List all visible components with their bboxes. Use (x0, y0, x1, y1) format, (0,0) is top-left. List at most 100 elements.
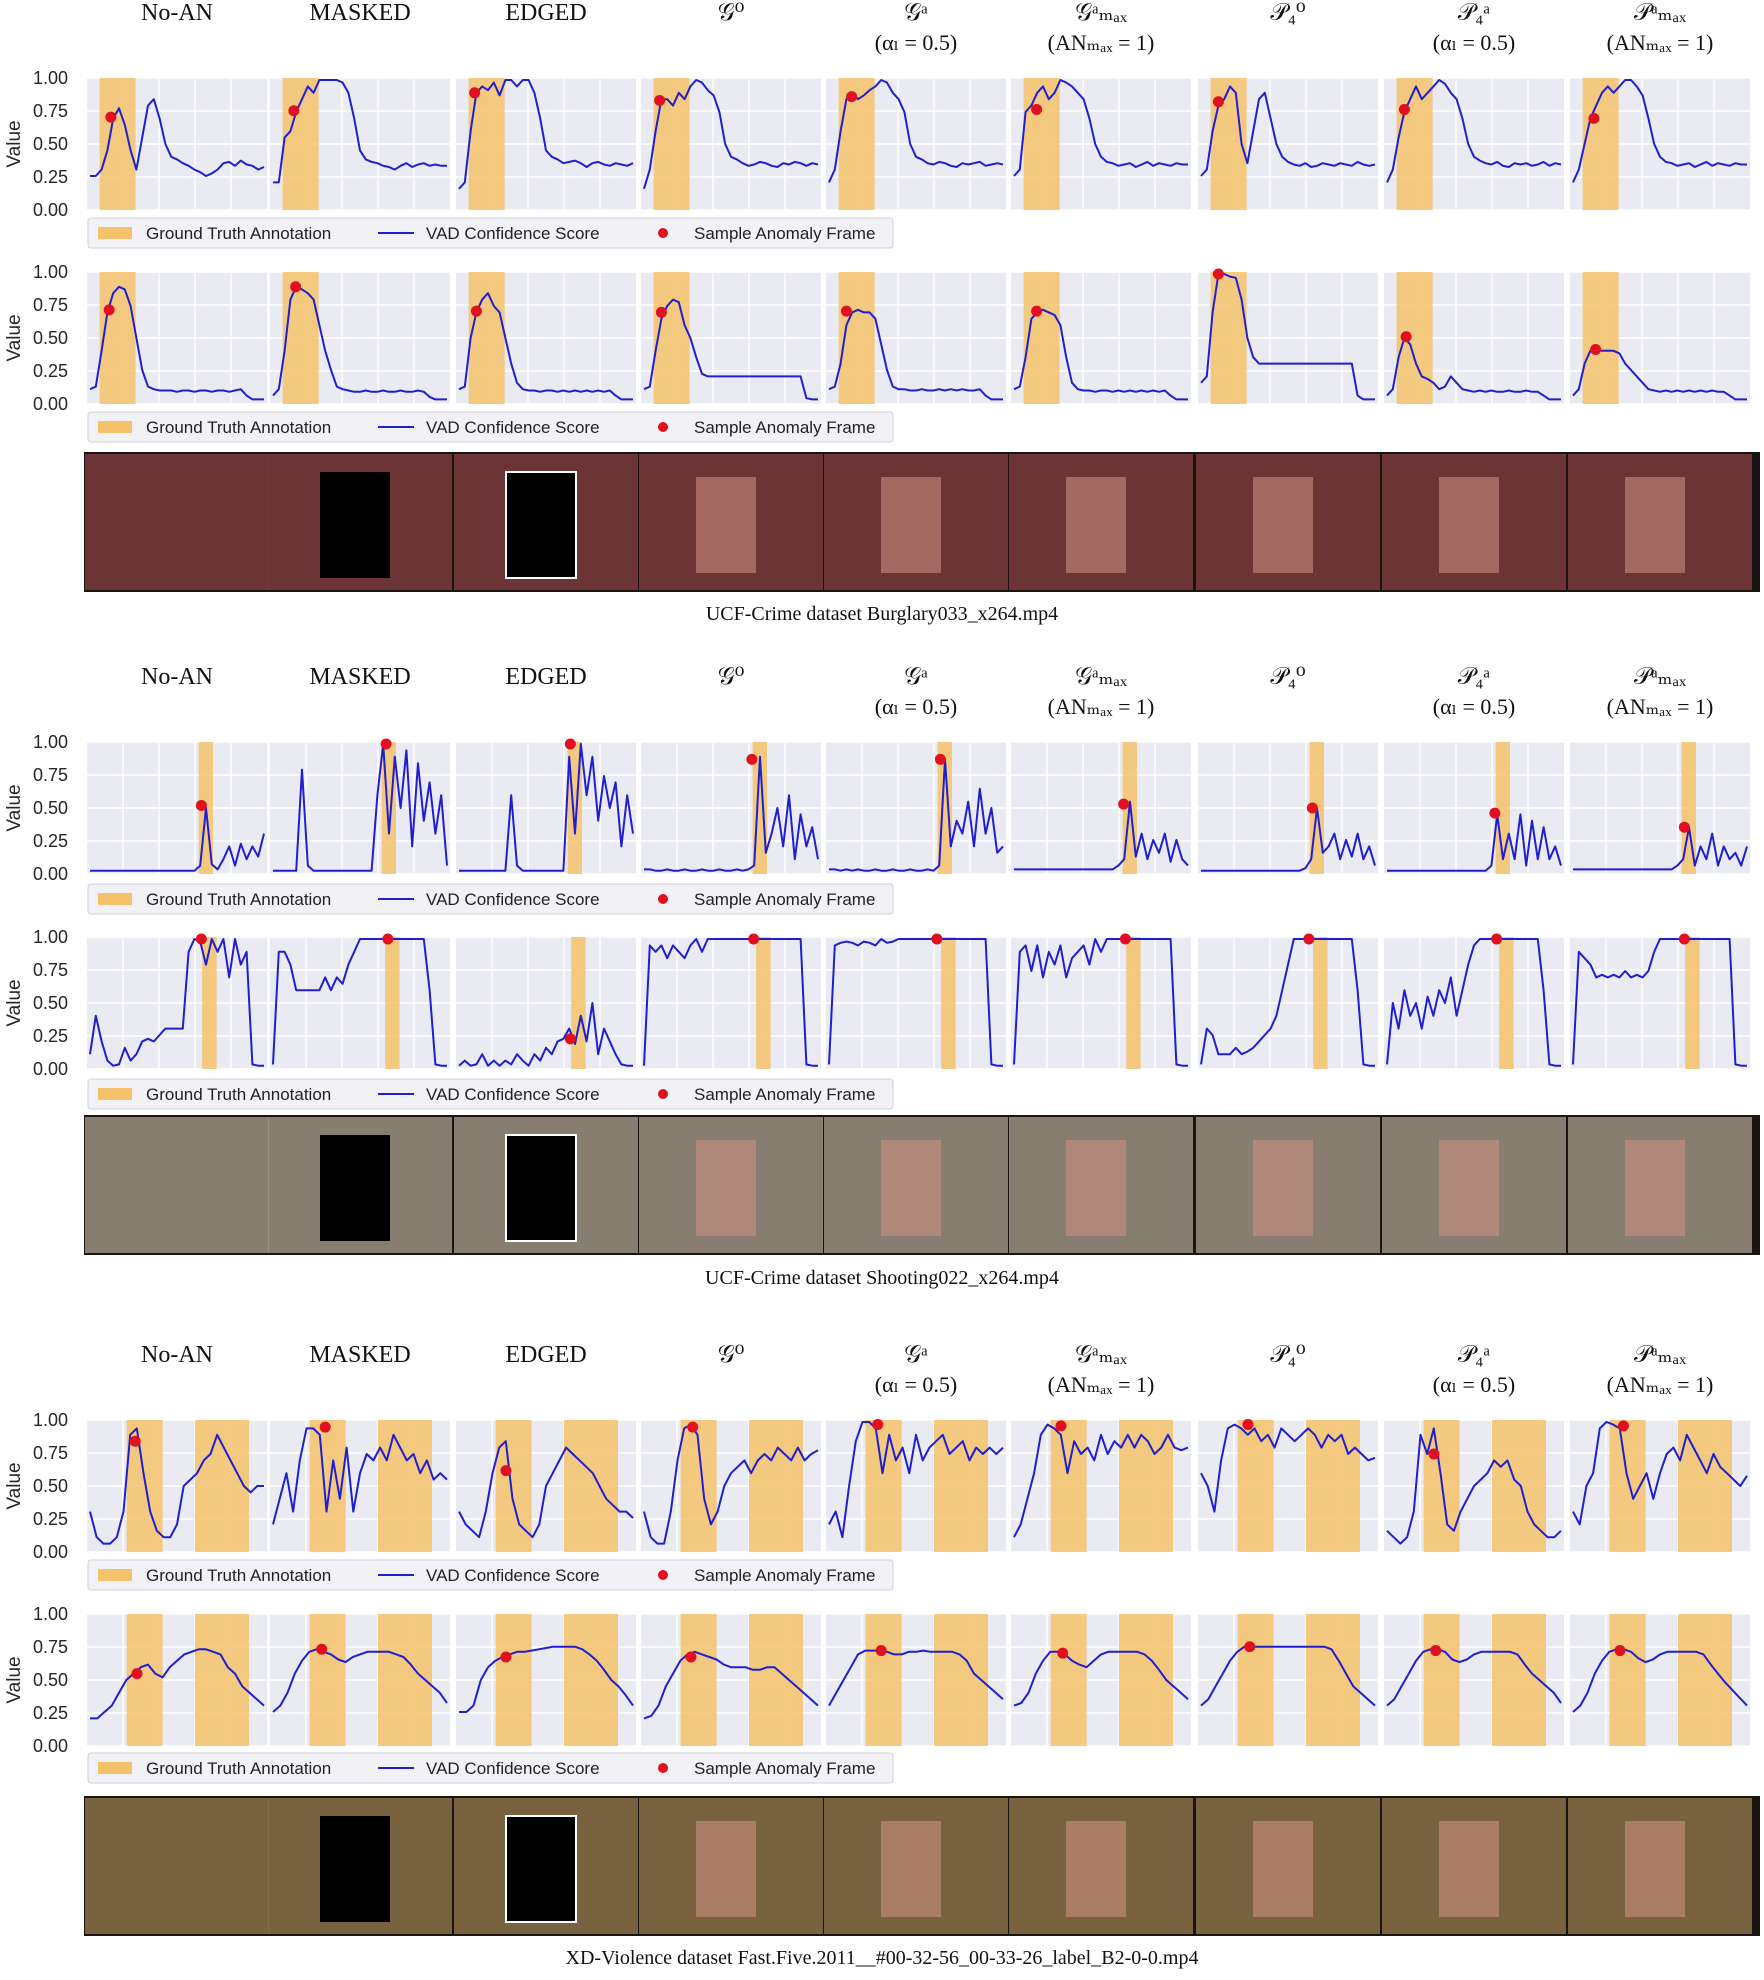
vad-score-line (1201, 807, 1376, 872)
plot-panel (456, 77, 636, 211)
anonymized-person (1439, 1140, 1499, 1236)
vad-score-line (89, 285, 264, 401)
anomaly-frame-dot (469, 87, 481, 99)
chart-section-2: No-AN MASKED EDGED 𝒢⁰ 𝒢ᵃ (αₗ = 0.5) 𝒢ᵃₘₐₓ (ANₘₐ… (4, 664, 1760, 1289)
y-tick-label: 0.00 (33, 864, 68, 884)
vad-score-line (1572, 79, 1747, 183)
legend: Ground Truth Annotation VAD Confidence Sc… (87, 217, 894, 249)
plot-panel (826, 933, 1006, 1070)
legend-anomaly-label: Sample Anomaly Frame (694, 224, 875, 243)
ground-truth-span (1609, 1614, 1646, 1746)
vad-score-line (1386, 79, 1562, 183)
legend-frame (87, 1078, 894, 1110)
y-axis-label: Value (4, 1462, 25, 1509)
legend-anomaly-swatch (658, 422, 668, 432)
method-title: 𝒢⁰ (718, 0, 745, 26)
ground-truth-span (282, 78, 319, 210)
anomaly-frame-dot (1617, 1420, 1629, 1432)
video-frame-thumbnail (1382, 1798, 1566, 1934)
anomaly-frame-dot (131, 1668, 143, 1680)
legend-anomaly-swatch (658, 1089, 668, 1099)
ground-truth-span (126, 1614, 163, 1746)
plot-row: Value 0.00 0.25 0.50 0.75 1.00 Ground Truth An… (4, 927, 1750, 1110)
ground-truth-span (1050, 1614, 1087, 1746)
method-subtitle: (αₗ = 0.5) (875, 694, 957, 719)
ground-truth-span (1499, 937, 1514, 1069)
method-title: 𝒢ᵃ (904, 0, 928, 26)
vad-score-line (1013, 79, 1188, 177)
y-tick-label: 0.75 (33, 960, 68, 980)
plot-panel (826, 741, 1006, 875)
vad-score-line (1013, 1650, 1189, 1707)
plot-panel (1384, 77, 1564, 211)
method-title: No-AN (141, 664, 213, 690)
plot-panel (270, 1419, 450, 1553)
video-frame-thumbnail (639, 1117, 823, 1253)
vad-score-line (1387, 813, 1562, 872)
vad-score-line (643, 298, 818, 401)
video-frame-thumbnail (1568, 1798, 1752, 1934)
legend: Ground Truth Annotation VAD Confidence Sc… (87, 1078, 894, 1110)
plot-panel (1011, 77, 1191, 211)
frame-strip (84, 452, 1760, 592)
method-subtitle: (ANₘₐₓ = 1) (1607, 1372, 1714, 1397)
y-axis-label: Value (4, 979, 25, 1026)
legend-gt-swatch (98, 1569, 132, 1581)
legend-frame (87, 1752, 894, 1784)
y-tick-label: 0.25 (33, 1703, 68, 1723)
plot-panel (270, 1613, 450, 1747)
ground-truth-span (1678, 1420, 1732, 1552)
vad-score-line (1200, 938, 1375, 1067)
plot-panel (826, 271, 1006, 405)
anonymized-person (1625, 1821, 1685, 1917)
ground-truth-span (865, 1614, 902, 1746)
ground-truth-span (1492, 1614, 1546, 1746)
anomaly-frame-dot (746, 753, 758, 765)
y-tick-label: 1.00 (33, 68, 68, 88)
y-tick-label: 0.00 (33, 200, 68, 220)
plot-panel (1198, 933, 1378, 1070)
frame-image (85, 454, 269, 590)
method-title: 𝒫₄⁰ (1270, 0, 1305, 26)
ground-truth-span (564, 1420, 618, 1552)
vad-score-line (1014, 800, 1189, 871)
method-title: 𝒫₄⁰ (1270, 664, 1305, 690)
video-frame-thumbnail (639, 1798, 823, 1934)
y-tick-label: 0.50 (33, 134, 68, 154)
anomaly-frame-dot (290, 281, 302, 293)
anomaly-frame-dot (470, 305, 482, 317)
method-title: EDGED (505, 0, 586, 26)
anonymized-person (1439, 1821, 1499, 1917)
ground-truth-span (195, 1614, 249, 1746)
ground-truth-span (1306, 1614, 1360, 1746)
video-frame-thumbnail (1009, 454, 1193, 590)
ground-truth-span (99, 272, 136, 404)
anomaly-frame-dot (195, 933, 207, 945)
method-title: 𝒫₄ᵃ (1458, 664, 1491, 690)
method-title: 𝒫₄⁰ (1270, 1342, 1305, 1368)
legend-gt-label: Ground Truth Annotation (146, 1566, 331, 1585)
plot-panel (641, 1613, 821, 1747)
anomaly-frame-dot (316, 1643, 328, 1655)
vad-score-line (829, 758, 1004, 872)
ground-truth-span (1492, 1420, 1546, 1552)
plot-panel (1570, 1419, 1750, 1553)
anomaly-frame-dot (103, 304, 115, 316)
ground-truth-span (1126, 937, 1141, 1069)
video-frame-thumbnail (454, 1798, 638, 1934)
vad-score-line (90, 807, 265, 872)
anomaly-frame-dot (1398, 103, 1410, 115)
plot-panel (826, 1419, 1006, 1553)
method-title: No-AN (141, 1342, 213, 1368)
plot-panel (1011, 1419, 1191, 1553)
method-title: MASKED (309, 1342, 410, 1368)
ground-truth-span (1582, 78, 1619, 210)
legend-frame (87, 883, 894, 915)
legend: Ground Truth Annotation VAD Confidence Sc… (87, 883, 894, 915)
y-tick-label: 0.00 (33, 1736, 68, 1756)
video-frame-thumbnail (1196, 1117, 1380, 1253)
y-tick-label: 0.50 (33, 1476, 68, 1496)
chart-section-3: No-AN MASKED EDGED 𝒢⁰ 𝒢ᵃ (αₗ = 0.5) 𝒢ᵃₘₐₓ (ANₘₐ… (4, 1342, 1760, 1969)
legend-score-label: VAD Confidence Score (426, 418, 600, 437)
y-tick-label: 0.25 (33, 1509, 68, 1529)
